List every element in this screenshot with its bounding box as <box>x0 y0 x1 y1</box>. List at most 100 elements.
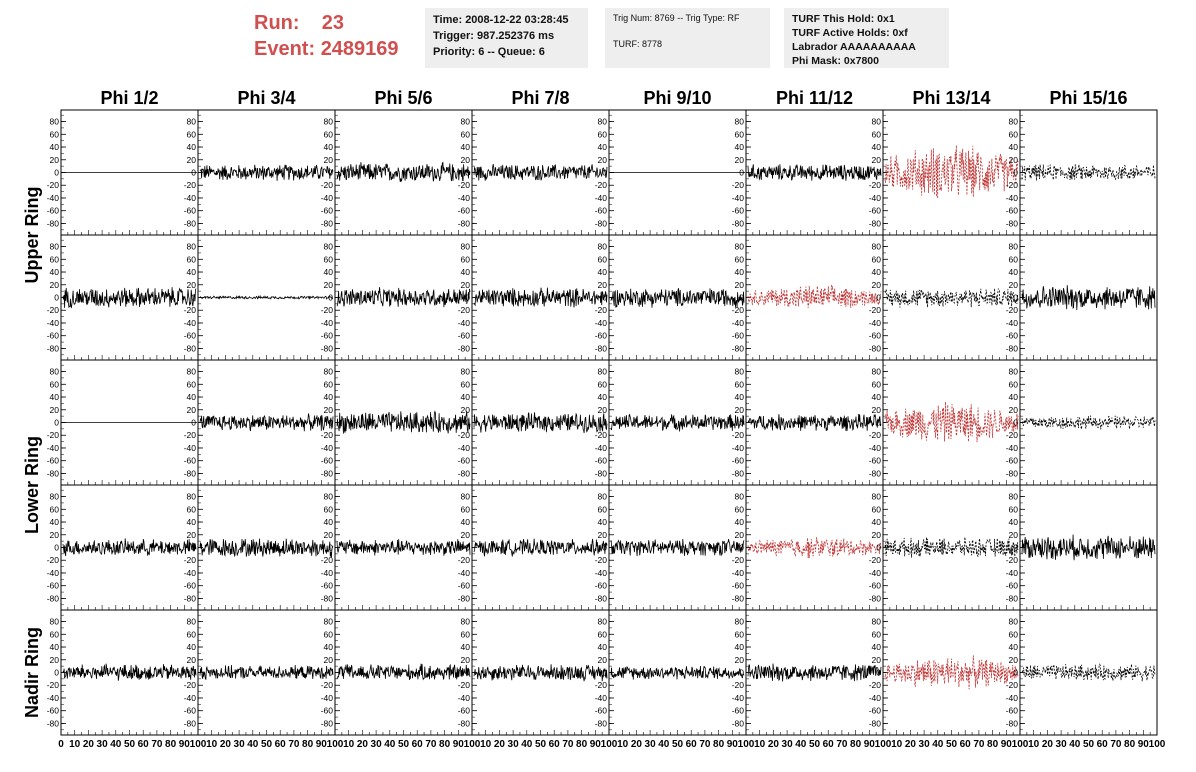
y-tick-label: 0 <box>465 543 470 553</box>
y-tick-label: 80 <box>598 242 608 252</box>
y-tick-label: 80 <box>598 617 608 627</box>
y-tick-label: 80 <box>1009 242 1019 252</box>
y-tick-label: -40 <box>732 568 745 578</box>
x-tick-label: 10 <box>891 739 903 750</box>
y-tick-label: -80 <box>458 468 471 478</box>
y-tick-label: 0 <box>328 168 333 178</box>
y-tick-label: -80 <box>732 343 745 353</box>
y-tick-label: -80 <box>321 593 334 603</box>
y-tick-label: 40 <box>50 642 60 652</box>
y-tick-label: -20 <box>184 430 197 440</box>
waveform-series <box>1021 285 1156 311</box>
y-tick-label: 20 <box>187 655 197 665</box>
x-tick-label: 70 <box>562 739 574 750</box>
x-tick-label: 90 <box>453 739 465 750</box>
x-tick-label: 40 <box>658 739 670 750</box>
y-tick-label: -60 <box>869 456 882 466</box>
y-tick-label: -40 <box>458 318 471 328</box>
y-tick-label: 80 <box>324 117 334 127</box>
x-tick-label: 10 <box>343 739 355 750</box>
x-tick-label: 90 <box>1138 739 1150 750</box>
y-tick-label: 0 <box>602 543 607 553</box>
y-tick-label: -60 <box>732 206 745 216</box>
waveform-series <box>747 663 882 682</box>
y-tick-label: 80 <box>598 367 608 377</box>
y-tick-label: 20 <box>324 280 334 290</box>
y-tick-label: 60 <box>872 379 882 389</box>
y-tick-label: -80 <box>47 343 60 353</box>
y-tick-label: 60 <box>872 254 882 264</box>
x-tick-label: 20 <box>83 739 95 750</box>
y-tick-label: -20 <box>458 305 471 315</box>
y-tick-label: 80 <box>461 242 471 252</box>
trig-num-text: Trig Num: 8769 -- Trig Type: RF <box>613 13 740 23</box>
column-header-6: Phi 11/12 <box>776 88 853 108</box>
y-tick-label: 40 <box>1009 517 1019 527</box>
y-tick-label: 20 <box>461 155 471 165</box>
x-tick-label: 100 <box>601 739 618 750</box>
y-tick-label: 60 <box>50 129 60 139</box>
y-tick-label: -60 <box>732 706 745 716</box>
y-tick-label: -80 <box>47 593 60 603</box>
y-tick-label: 80 <box>735 492 745 502</box>
y-tick-label: 20 <box>1009 280 1019 290</box>
y-tick-label: -20 <box>595 180 608 190</box>
y-tick-label: 80 <box>735 117 745 127</box>
event-label: Event: <box>254 38 316 60</box>
y-tick-label: 60 <box>187 129 197 139</box>
y-tick-label: 80 <box>872 367 882 377</box>
x-tick-label: 40 <box>932 739 944 750</box>
turf-text: TURF: 8778 <box>613 39 663 49</box>
x-tick-label: 10 <box>617 739 629 750</box>
waveform-series <box>1021 534 1156 561</box>
y-tick-label: 40 <box>872 267 882 277</box>
y-tick-label: -60 <box>321 331 334 341</box>
waveform-series <box>199 664 334 681</box>
y-tick-label: -80 <box>1006 468 1019 478</box>
x-tick-label: 70 <box>836 739 848 750</box>
trigger-text: Trigger: 987.252376 ms <box>433 30 555 42</box>
y-tick-label: -40 <box>595 318 608 328</box>
y-tick-label: 0 <box>739 668 744 678</box>
y-tick-label: -40 <box>595 443 608 453</box>
y-tick-label: -80 <box>1006 718 1019 728</box>
y-tick-label: -60 <box>458 206 471 216</box>
y-tick-label: 80 <box>50 617 60 627</box>
y-tick-label: -40 <box>184 443 197 453</box>
y-tick-label: 80 <box>461 117 471 127</box>
y-tick-label: 80 <box>187 242 197 252</box>
y-tick-label: 40 <box>1009 142 1019 152</box>
x-tick-label: 50 <box>809 739 821 750</box>
waveform-series <box>884 401 1019 443</box>
x-tick-label: 80 <box>302 739 314 750</box>
y-tick-label: 40 <box>324 267 334 277</box>
y-tick-label: 0 <box>739 418 744 428</box>
column-header-1: Phi 1/2 <box>100 88 158 108</box>
x-tick-label: 40 <box>1069 739 1081 750</box>
y-tick-label: 60 <box>598 379 608 389</box>
x-tick-label: 20 <box>1042 739 1054 750</box>
x-tick-label: 10 <box>206 739 218 750</box>
y-tick-label: -60 <box>595 456 608 466</box>
y-tick-label: -20 <box>732 305 745 315</box>
x-tick-label: 100 <box>464 739 481 750</box>
y-tick-label: 80 <box>187 117 197 127</box>
y-tick-label: -20 <box>595 680 608 690</box>
y-tick-label: -40 <box>321 443 334 453</box>
y-tick-label: 80 <box>1009 367 1019 377</box>
y-tick-label: 20 <box>872 530 882 540</box>
y-tick-label: -60 <box>1006 581 1019 591</box>
y-tick-label: -60 <box>869 706 882 716</box>
y-tick-label: -20 <box>732 680 745 690</box>
waveform-series <box>473 412 608 434</box>
y-tick-label: -60 <box>47 581 60 591</box>
y-tick-label: 80 <box>872 617 882 627</box>
waveform-series <box>610 538 745 557</box>
y-tick-label: 60 <box>1009 629 1019 639</box>
y-tick-label: -20 <box>1006 555 1019 565</box>
x-tick-label: 20 <box>357 739 369 750</box>
y-tick-label: 80 <box>1009 117 1019 127</box>
x-tick-label: 100 <box>327 739 344 750</box>
y-tick-label: 20 <box>461 280 471 290</box>
panel-frame <box>1019 109 1158 236</box>
